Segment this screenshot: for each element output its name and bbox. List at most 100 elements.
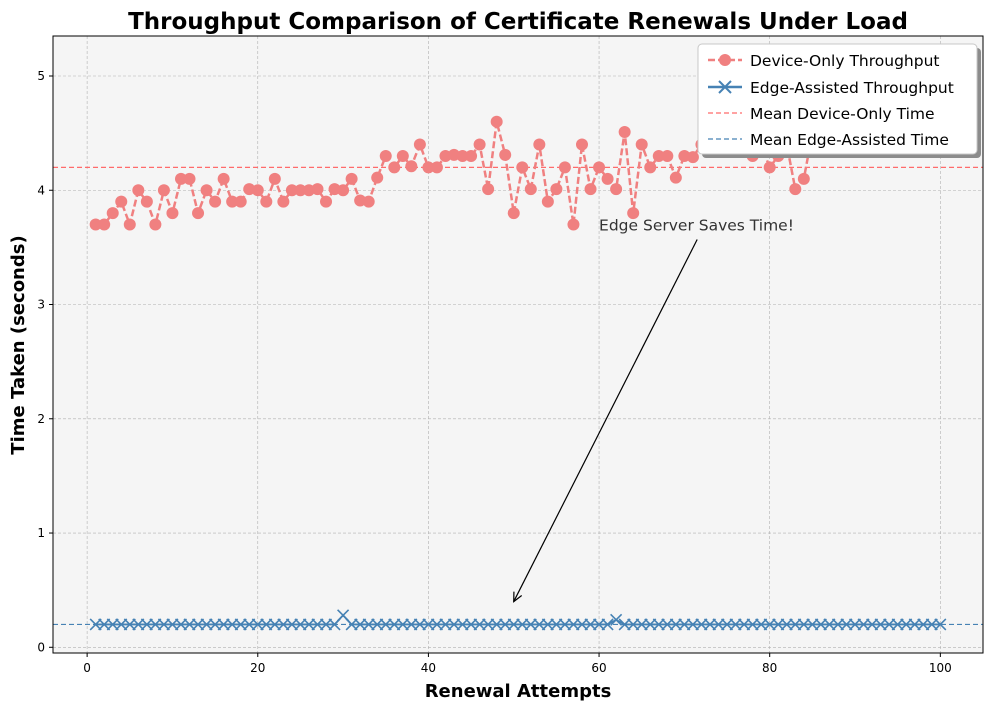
device-only-point bbox=[115, 195, 128, 208]
edge-assisted-point bbox=[362, 618, 375, 631]
device-only-point bbox=[652, 149, 665, 162]
device-only-point bbox=[209, 195, 222, 208]
edge-assisted-point bbox=[217, 618, 230, 631]
device-only-point bbox=[388, 161, 401, 174]
edge-assisted-point bbox=[285, 618, 298, 631]
device-only-point bbox=[396, 149, 409, 162]
edge-assisted-point bbox=[456, 618, 469, 631]
device-only-point bbox=[473, 138, 486, 151]
device-only-point bbox=[149, 218, 162, 231]
edge-assisted-point bbox=[558, 618, 571, 631]
y-tick-label: 2 bbox=[37, 412, 45, 426]
edge-assisted-point bbox=[371, 618, 384, 631]
chart-title: Throughput Comparison of Certificate Ren… bbox=[128, 9, 908, 35]
edge-assisted-point bbox=[669, 618, 682, 631]
x-tick-label: 40 bbox=[421, 661, 436, 675]
edge-assisted-point bbox=[934, 618, 947, 631]
edge-assisted-point bbox=[831, 618, 845, 631]
edge-assisted-point bbox=[354, 618, 367, 631]
edge-assisted-point bbox=[311, 618, 324, 631]
device-only-point bbox=[456, 149, 469, 162]
edge-assisted-point bbox=[848, 618, 862, 631]
legend-label-edge-assisted: Edge-Assisted Throughput bbox=[750, 79, 954, 97]
device-only-point bbox=[89, 218, 102, 231]
device-only-point bbox=[507, 207, 520, 220]
edge-assisted-point bbox=[541, 618, 554, 631]
y-tick-label: 0 bbox=[37, 640, 45, 654]
y-tick-label: 5 bbox=[37, 69, 45, 83]
edge-assisted-point bbox=[209, 618, 222, 631]
edge-assisted-point bbox=[900, 618, 913, 631]
edge-assisted-point bbox=[644, 618, 657, 631]
edge-assisted-point bbox=[780, 618, 793, 631]
device-only-point bbox=[430, 161, 443, 174]
edge-assisted-point bbox=[678, 618, 691, 631]
legend-box bbox=[697, 43, 978, 155]
device-only-point bbox=[516, 161, 529, 174]
edge-assisted-point bbox=[268, 618, 281, 631]
edge-assisted-point bbox=[251, 618, 264, 631]
edge-assisted-point bbox=[695, 618, 708, 631]
edge-assisted-point bbox=[345, 618, 358, 631]
edge-assisted-point bbox=[686, 618, 699, 631]
device-only-point bbox=[584, 183, 597, 196]
edge-assisted-point bbox=[891, 618, 904, 631]
edge-assisted-point bbox=[319, 618, 333, 631]
device-only-point bbox=[192, 207, 205, 220]
edge-assisted-point bbox=[738, 618, 751, 631]
annotation-arrow-line bbox=[513, 239, 698, 602]
edge-assisted-point bbox=[430, 618, 444, 631]
circle-marker-icon bbox=[719, 54, 731, 66]
device-only-point bbox=[166, 207, 179, 220]
edge-assisted-point bbox=[507, 618, 520, 631]
edge-assisted-point bbox=[191, 618, 205, 631]
edge-assisted-point bbox=[584, 618, 597, 631]
y-tick-label: 3 bbox=[37, 298, 45, 312]
edge-assisted-point bbox=[763, 618, 776, 631]
edge-assisted-point bbox=[610, 613, 623, 626]
edge-assisted-point bbox=[439, 618, 452, 631]
device-only-point bbox=[593, 161, 606, 174]
device-only-point bbox=[320, 195, 333, 208]
edge-assisted-point bbox=[166, 618, 179, 631]
device-only-point bbox=[413, 138, 426, 151]
edge-assisted-point bbox=[874, 618, 887, 631]
edge-assisted-point bbox=[396, 618, 409, 631]
edge-assisted-point bbox=[482, 618, 495, 631]
edge-assisted-point bbox=[149, 618, 162, 631]
axis-ticks: 0 20 40 60 80 100 0 1 2 3 4 5 bbox=[37, 69, 951, 675]
edge-assisted-point bbox=[98, 618, 111, 631]
edge-assisted-point bbox=[379, 618, 392, 631]
edge-assisted-point bbox=[814, 618, 827, 631]
edge-assisted-point bbox=[797, 618, 810, 631]
device-only-point bbox=[669, 171, 682, 184]
device-only-point bbox=[635, 138, 648, 151]
edge-assisted-point bbox=[260, 618, 273, 631]
edge-assisted-point bbox=[157, 618, 170, 631]
edge-assisted-point bbox=[516, 618, 529, 631]
edge-assisted-point bbox=[840, 618, 853, 631]
device-only-point bbox=[797, 172, 810, 185]
device-only-point bbox=[200, 184, 213, 197]
device-only-point bbox=[575, 138, 588, 151]
edge-assisted-point bbox=[465, 618, 478, 631]
device-only-point bbox=[140, 195, 153, 208]
device-only-point bbox=[106, 207, 119, 220]
device-only-point bbox=[567, 218, 580, 231]
device-only-point bbox=[789, 183, 802, 196]
device-only-point bbox=[686, 151, 699, 164]
device-only-point bbox=[362, 195, 375, 208]
device-only-point bbox=[226, 195, 239, 208]
edge-assisted-point bbox=[703, 618, 717, 631]
legend: Device-Only Throughput Edge-Assisted Thr… bbox=[697, 43, 981, 158]
edge-assisted-point bbox=[524, 618, 537, 631]
device-only-point bbox=[499, 148, 512, 161]
edge-assisted-point bbox=[405, 618, 418, 631]
device-only-point bbox=[533, 138, 546, 151]
edge-assisted-point bbox=[917, 618, 930, 631]
device-only-point bbox=[183, 172, 196, 185]
edge-assisted-point bbox=[174, 618, 188, 631]
device-only-point bbox=[157, 184, 170, 197]
edge-assisted-point bbox=[490, 618, 503, 631]
